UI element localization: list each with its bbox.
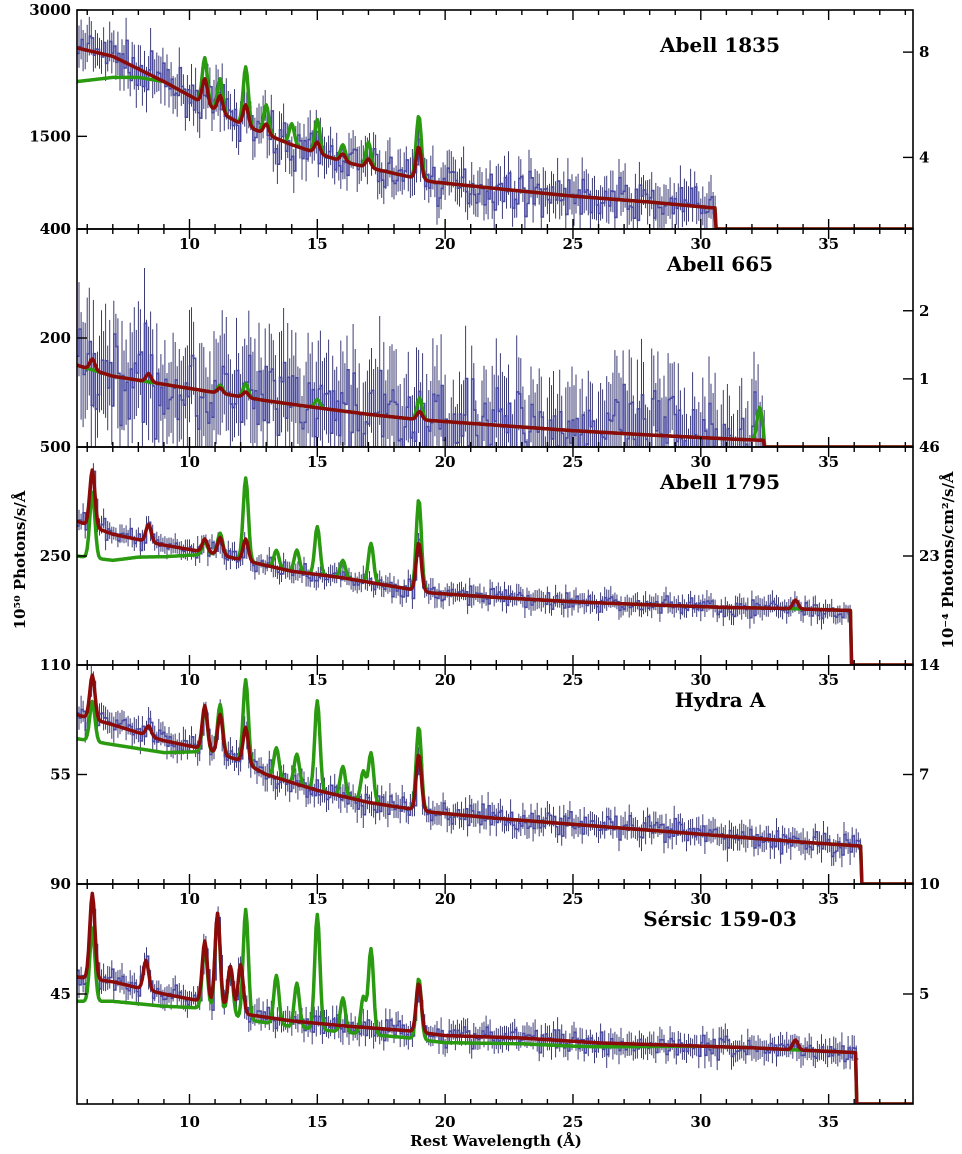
- model-red-spectrum: [77, 468, 913, 665]
- right-tick-label: 46: [919, 438, 940, 456]
- x-tick-label: 10: [179, 890, 200, 908]
- observed-spectrum: [77, 322, 767, 447]
- x-tick-label: 15: [307, 890, 328, 908]
- left-tick-label: 110: [40, 656, 71, 674]
- x-tick-label: 25: [563, 235, 584, 253]
- panel-1: 3000 1500 400 8 4 Abell 1835: [29, 1, 929, 238]
- right-tick-label: 10: [919, 875, 940, 893]
- right-y-axis-title: 10⁻⁴ Photons/cm²/s/Å: [939, 471, 957, 649]
- left-tick-label: 90: [50, 875, 71, 893]
- x-tick-label: 35: [818, 671, 839, 689]
- x-tick-label: 30: [690, 671, 711, 689]
- plot-area: [77, 463, 913, 665]
- right-tick-label: 14: [919, 656, 940, 674]
- right-tick-label: 8: [919, 43, 929, 61]
- model-red-spectrum: [77, 891, 913, 1104]
- x-tick-label: 10: [179, 453, 200, 471]
- x-tick-label: 20: [435, 671, 456, 689]
- x-tick-label: 25: [563, 671, 584, 689]
- plot-area: [77, 891, 913, 1104]
- right-tick-label: 5: [919, 985, 929, 1003]
- plot-area: [77, 666, 913, 884]
- x-tick-label: 15: [307, 671, 328, 689]
- left-tick-label: 1500: [29, 127, 71, 145]
- panel-title: Sérsic 159-03: [643, 907, 797, 931]
- x-tick-label: 35: [818, 890, 839, 908]
- left-tick-label: 250: [40, 547, 71, 565]
- model-red-spectrum: [77, 46, 913, 229]
- bottom-x-tick-label: 35: [818, 1113, 839, 1131]
- right-tick-label: 1: [919, 370, 929, 388]
- panel-3: 500 250 46 23 10 15 20 25 30 35 Abell 1795: [40, 438, 940, 666]
- left-tick-label: 400: [40, 220, 71, 238]
- x-tick-label: 20: [435, 235, 456, 253]
- left-tick-label: 200: [40, 329, 71, 347]
- plot-area: [77, 268, 913, 447]
- left-y-axis-title: 10⁵⁰ Photons/s/Å: [11, 490, 29, 629]
- panel-title: Hydra A: [675, 688, 766, 712]
- left-tick-label: 45: [50, 985, 71, 1003]
- left-tick-label: 3000: [29, 1, 71, 19]
- model-green-spectrum: [77, 476, 913, 665]
- x-tick-label: 30: [690, 453, 711, 471]
- bottom-x-tick-label: 10: [179, 1113, 200, 1131]
- panel-frame: [76, 446, 914, 666]
- model-green-spectrum: [77, 907, 913, 1104]
- x-tick-label: 25: [563, 453, 584, 471]
- bottom-x-tick-label: 25: [563, 1113, 584, 1131]
- right-tick-label: 23: [919, 547, 940, 565]
- x-tick-label: 10: [179, 235, 200, 253]
- panel-2: 400 200 2 1 10 15 20 25 30 35 Abell 665: [40, 220, 929, 448]
- panel-4: 110 55 14 7 10 15 20 25 30 35 Hydra A: [40, 656, 940, 885]
- left-tick-label: 500: [40, 438, 71, 456]
- right-tick-label: 4: [919, 148, 929, 166]
- model-red-spectrum: [77, 673, 913, 884]
- x-tick-label: 35: [818, 453, 839, 471]
- panel-title: Abell 665: [666, 252, 773, 276]
- panel-title: Abell 1795: [659, 470, 780, 494]
- x-tick-label: 20: [435, 890, 456, 908]
- bottom-x-tick-label: 30: [690, 1113, 711, 1131]
- x-tick-label: 35: [818, 235, 839, 253]
- bottom-x-tick-label: 20: [435, 1113, 456, 1131]
- bottom-x-tick-label: 15: [307, 1113, 328, 1131]
- plot-area: [77, 16, 913, 229]
- x-tick-label: 30: [690, 235, 711, 253]
- panel-5: 90 45 10 5 10 15 20 25 30 35 Sérsic 159-03: [50, 875, 940, 1105]
- right-tick-label: 2: [919, 302, 929, 320]
- panel-frame: [76, 664, 914, 885]
- panel-frame: [76, 9, 914, 230]
- left-tick-label: 55: [50, 766, 71, 784]
- x-tick-label: 15: [307, 235, 328, 253]
- x-tick-label: 15: [307, 453, 328, 471]
- x-axis-title: Rest Wavelength (Å): [410, 1132, 582, 1150]
- observed-spectrum: [77, 35, 718, 222]
- x-tick-label: 20: [435, 453, 456, 471]
- data-error-bars: [77, 268, 765, 447]
- left-tick-label: 400: [40, 220, 71, 238]
- right-tick-label: 7: [919, 766, 929, 784]
- x-tick-label: 30: [690, 890, 711, 908]
- x-tick-label: 10: [179, 671, 200, 689]
- panel-title: Abell 1835: [659, 33, 780, 57]
- x-tick-label: 25: [563, 890, 584, 908]
- model-red-spectrum: [77, 357, 913, 447]
- model-green-spectrum: [77, 363, 913, 447]
